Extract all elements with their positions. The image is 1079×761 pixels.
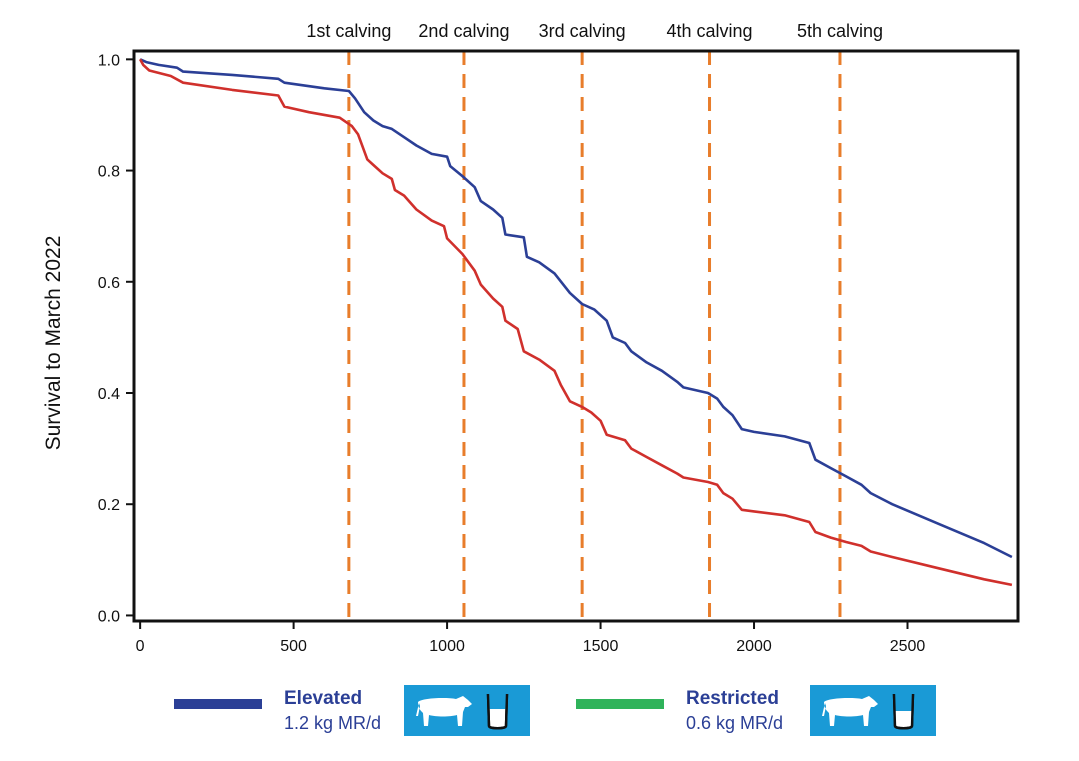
x-tick-label: 1500 xyxy=(583,638,619,655)
calving-marker-label: 4th calving xyxy=(666,21,752,41)
x-tick-label: 500 xyxy=(280,638,307,655)
calving-marker-label: 3rd calving xyxy=(539,21,626,41)
x-tick-label: 1000 xyxy=(429,638,465,655)
calving-marker-label: 1st calving xyxy=(306,21,391,41)
legend-elevated: Elevated 1.2 kg MR/d xyxy=(174,685,530,736)
legend-elevated-subtitle: 1.2 kg MR/d xyxy=(284,713,381,733)
y-tick-label: 0.0 xyxy=(98,608,120,625)
legend-restricted: Restricted 0.6 kg MR/d xyxy=(576,685,936,736)
series-line-restricted xyxy=(138,58,1013,587)
y-tick-label: 0.4 xyxy=(98,386,120,403)
milk-bucket-icon xyxy=(892,693,915,730)
axes: 0 500 1000 1500 2000 2500 0.0 0.2 0.4 0.6 0.8 1.0 xyxy=(98,52,926,655)
series-lines xyxy=(138,58,1013,587)
y-tick-label: 0.2 xyxy=(98,497,120,514)
x-tick-label: 2000 xyxy=(736,638,772,655)
legend-elevated-title: Elevated xyxy=(284,688,362,709)
y-tick-label: 1.0 xyxy=(98,52,120,69)
milk-bucket-icon xyxy=(486,693,509,730)
cow-icon xyxy=(416,696,472,726)
y-tick-label: 0.6 xyxy=(98,275,120,292)
cow-icon xyxy=(822,696,878,726)
calving-markers: 1st calving 2nd calving 3rd calving 4th cal… xyxy=(306,21,883,621)
y-tick-label: 0.8 xyxy=(98,164,120,181)
y-axis-label: Survival to March 2022 xyxy=(42,236,65,451)
legend-restricted-badge xyxy=(810,685,936,736)
legend-elevated-swatch xyxy=(174,699,262,709)
x-tick-label: 0 xyxy=(136,638,145,655)
calving-marker-label: 5th calving xyxy=(797,21,883,41)
calving-marker-label: 2nd calving xyxy=(418,21,509,41)
series-line-elevated xyxy=(139,58,1013,559)
legend-restricted-subtitle: 0.6 kg MR/d xyxy=(686,713,783,733)
x-tick-label: 2500 xyxy=(890,638,926,655)
legend-elevated-badge xyxy=(404,685,530,736)
legend-restricted-swatch xyxy=(576,699,664,709)
legend-restricted-title: Restricted xyxy=(686,688,779,709)
plot-frame xyxy=(132,49,1020,623)
